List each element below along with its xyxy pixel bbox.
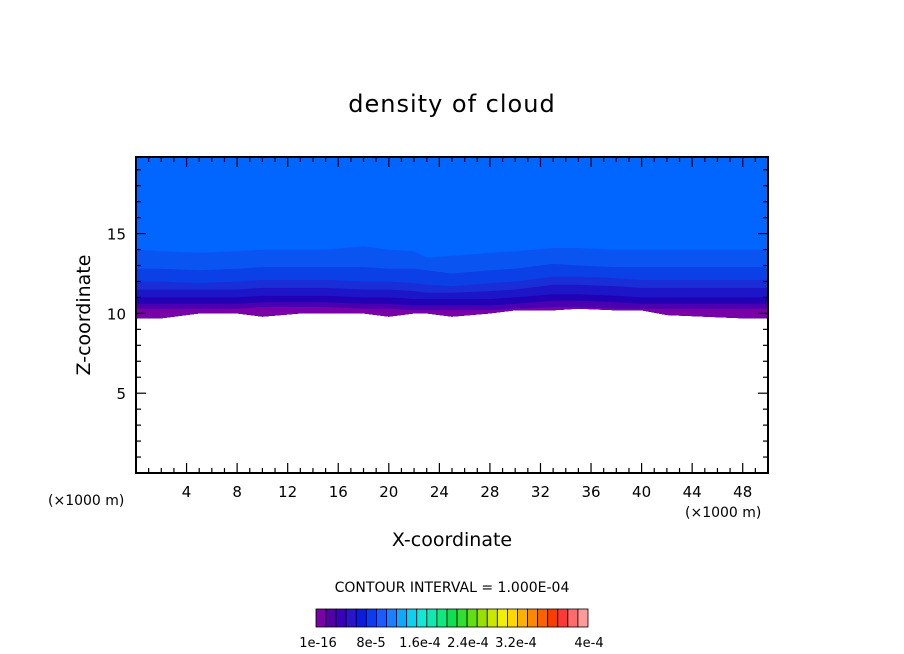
colorbar-swatch xyxy=(507,608,518,628)
colorbar-swatch xyxy=(376,608,387,628)
colorbar-swatch xyxy=(416,608,428,628)
colorbar-swatch xyxy=(406,608,418,628)
colorbar-swatch xyxy=(456,608,468,628)
y-axis-label: Z-coordinate xyxy=(73,255,95,376)
y-tick-label: 15 xyxy=(107,226,126,244)
x-axis-label: X-coordinate xyxy=(392,529,512,551)
colorbar-swatch xyxy=(567,608,579,628)
x-tick-label: 40 xyxy=(632,483,651,501)
colorbar-swatch xyxy=(365,608,377,628)
colorbar-swatch xyxy=(577,608,589,628)
colorbar-swatch xyxy=(476,608,488,628)
colorbar-swatch xyxy=(527,608,539,628)
colorbar-label: 2.4e-4 xyxy=(447,636,489,651)
colorbar-swatch xyxy=(496,608,508,628)
colorbar-swatch xyxy=(355,608,367,628)
y-axis-unit: (×1000 m) xyxy=(48,493,124,509)
colorbar-swatch xyxy=(466,608,478,628)
x-tick-label: 48 xyxy=(733,483,752,501)
colorbar-swatch xyxy=(335,608,347,628)
x-tick-label: 44 xyxy=(683,483,702,501)
x-tick-label: 16 xyxy=(329,483,348,501)
x-tick-label: 4 xyxy=(182,483,192,501)
colorbar-label: 8e-5 xyxy=(356,636,385,651)
colorbar-swatch xyxy=(325,608,337,628)
y-axis: 5 10 15 xyxy=(107,169,768,458)
x-tick-label: 28 xyxy=(480,483,499,501)
colorbar-swatch xyxy=(537,608,549,628)
contour-interval-label: CONTOUR INTERVAL = 1.000E-04 xyxy=(335,580,570,596)
colorbar-swatch xyxy=(386,608,397,628)
x-tick-label: 8 xyxy=(232,483,242,501)
y-tick-label: 5 xyxy=(116,385,126,403)
colorbar-swatch xyxy=(396,608,408,628)
colorbar-label: 1e-16 xyxy=(299,636,337,651)
x-axis-unit: (×1000 m) xyxy=(685,505,761,521)
colorbar-label: 4e-4 xyxy=(574,636,603,651)
x-tick-label: 24 xyxy=(430,483,449,501)
colorbar-swatch xyxy=(315,608,327,628)
x-tick-label: 12 xyxy=(278,483,297,501)
colorbar-swatch xyxy=(446,608,458,628)
colorbar-labels: 1e-16 8e-5 1.6e-4 2.4e-4 3.2e-4 4e-4 xyxy=(299,636,603,651)
colorbar-label: 1.6e-4 xyxy=(399,636,441,651)
chart-title: density of cloud xyxy=(348,90,555,118)
y-tick-label: 10 xyxy=(107,305,126,323)
colorbar-swatch xyxy=(345,608,357,628)
colorbar-label: 3.2e-4 xyxy=(495,636,537,651)
contour-field xyxy=(136,157,768,319)
x-tick-label: 32 xyxy=(531,483,550,501)
contour-band-7 xyxy=(136,307,768,319)
colorbar-swatch xyxy=(517,608,528,628)
colorbar xyxy=(315,608,589,628)
x-axis: 4 8 12 16 20 24 28 32 36 40 44 48 xyxy=(148,157,756,501)
x-tick-label: 36 xyxy=(581,483,600,501)
colorbar-swatch xyxy=(557,608,569,628)
colorbar-swatch xyxy=(547,608,559,628)
colorbar-swatch xyxy=(436,608,448,628)
colorbar-swatch xyxy=(426,608,438,628)
colorbar-swatch xyxy=(486,608,498,628)
x-tick-label: 20 xyxy=(379,483,398,501)
